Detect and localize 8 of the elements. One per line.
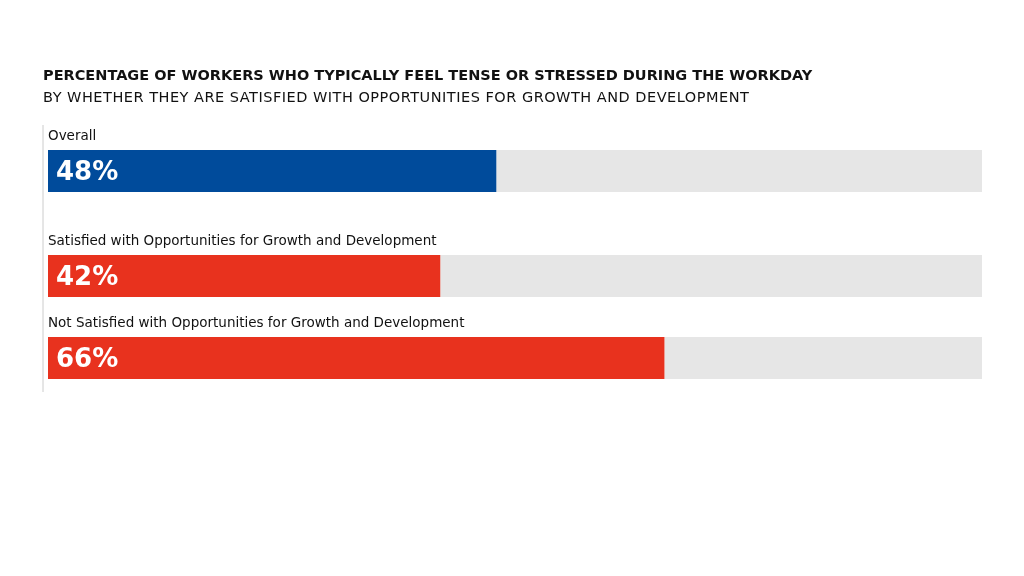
data-label: 66% — [56, 343, 119, 373]
chart-title: PERCENTAGE OF WORKERS WHO TYPICALLY FEEL TENSE OR STRESSED DURING THE WORKDAY — [43, 67, 813, 83]
y-tick-label: Overall — [48, 127, 97, 143]
data-label: 48% — [56, 156, 119, 186]
y-tick-label: Satisfied with Opportunities for Growth and Development — [48, 232, 437, 248]
y-tick-label: Not Satisfied with Opportunities for Growth and Development — [48, 314, 465, 330]
chart-subtitle: BY WHETHER THEY ARE SATISFIED WITH OPPORTUNITIES FOR GROWTH AND DEVELOPMENT — [43, 89, 750, 105]
data-label: 42% — [56, 261, 119, 291]
